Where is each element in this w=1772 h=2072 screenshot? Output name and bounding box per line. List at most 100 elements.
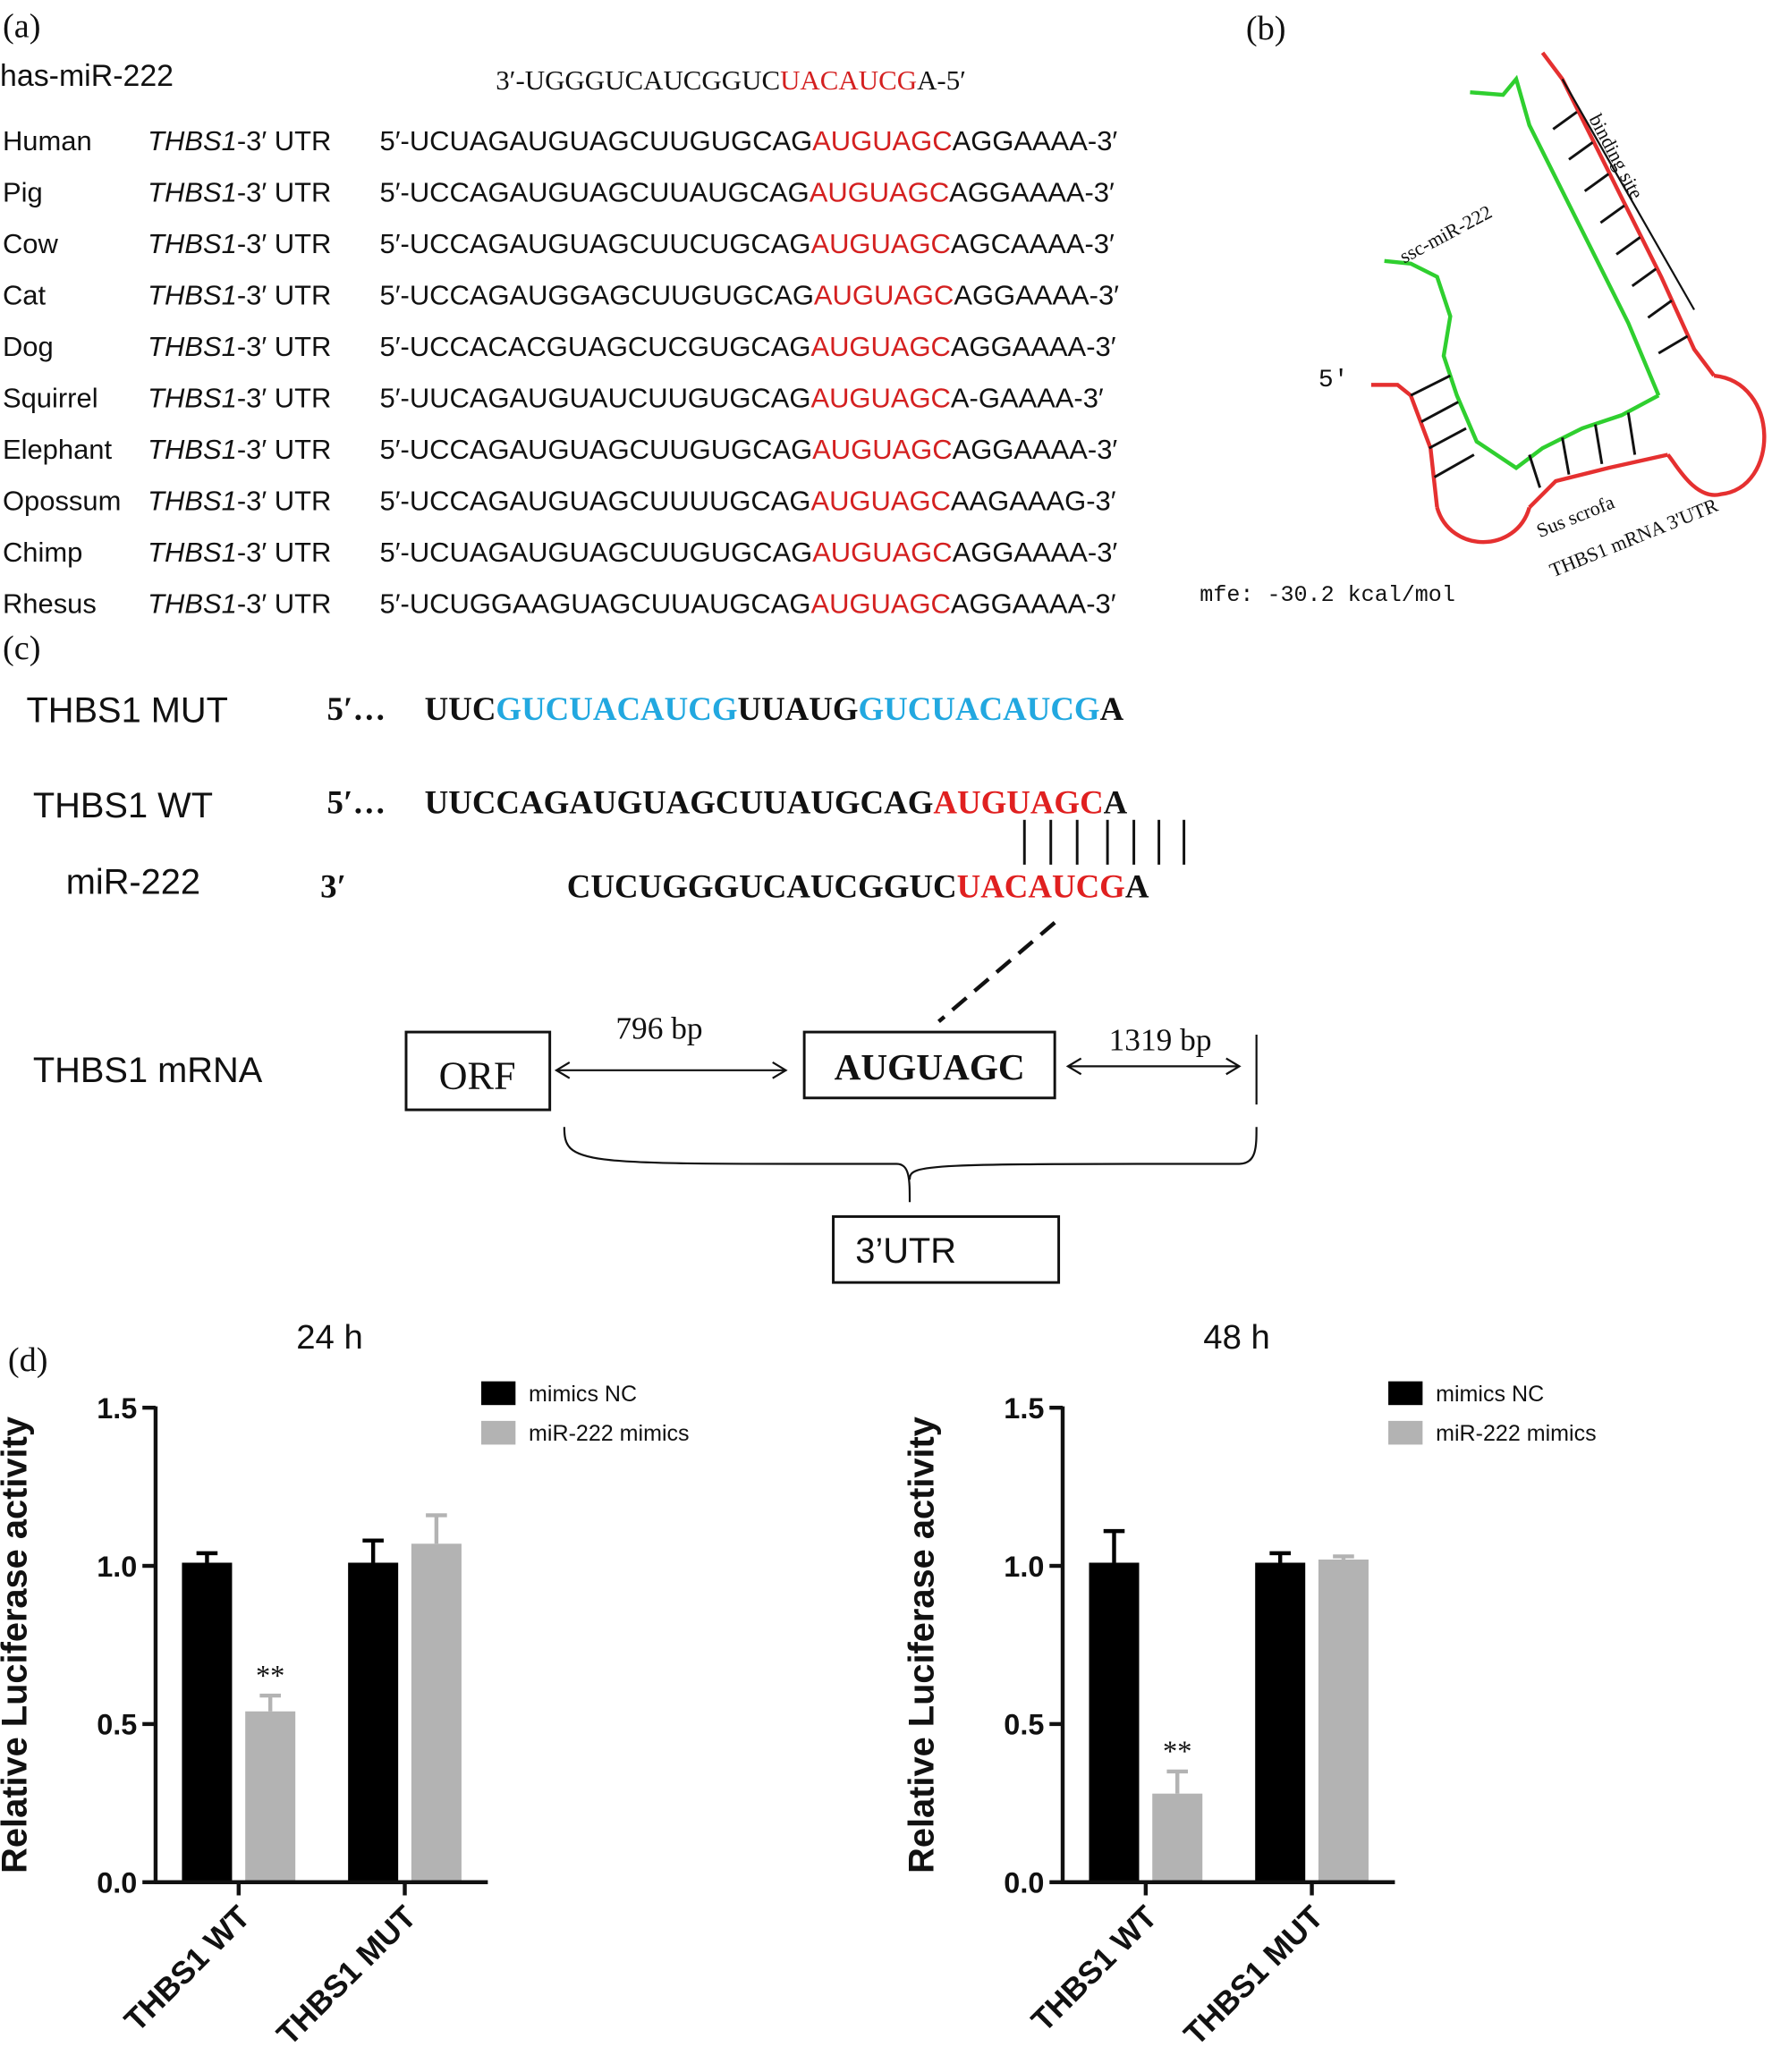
sequence-part: UUAUG [737, 690, 858, 727]
legend-swatch [1388, 1381, 1423, 1406]
y-tick-label: 0.0 [1004, 1867, 1044, 1899]
sequence-part: AGGAAAA-3′ [953, 537, 1118, 568]
sequence-part: 5′-UCUAGAUGUAGCUUGUGCAG [380, 537, 813, 568]
sequence: 5′-UCCAGAUGUAGCUUCUGCAGAUGUAGCAGCAAAA-3′ [380, 228, 1115, 259]
bar [348, 1562, 399, 1882]
y-tick-label: 1.5 [1004, 1392, 1044, 1425]
sequence-part: 5′-UCCACACGUAGCUCGUGCAG [380, 331, 811, 362]
gene-region: -3′ UTR [237, 331, 332, 362]
utr-box [832, 1214, 1061, 1284]
gene: THBS1-3′ UTR [148, 588, 331, 619]
sequence-part: 5′-UCCAGAUGUAGCUUGUGCAG [380, 434, 813, 465]
legend-swatch [1388, 1420, 1423, 1445]
species: Elephant [3, 434, 113, 465]
gene-name: THBS1 [148, 537, 237, 568]
gene: THBS1-3′ UTR [148, 485, 331, 516]
gene: THBS1-3′ UTR [148, 537, 331, 568]
significance: ** [1163, 1736, 1191, 1768]
species: Chimp [3, 537, 82, 568]
species: Pig [3, 177, 43, 208]
sequence-part: A [1125, 868, 1149, 905]
y-tick-label: 0.5 [97, 1709, 137, 1741]
legend-swatch [481, 1420, 516, 1445]
gene-name: THBS1 [148, 279, 237, 310]
sequence-part: 3′-UGGGUCAUCGGUC [496, 64, 780, 96]
panel-label: (c) [3, 630, 41, 667]
gene-name: THBS1 [148, 125, 237, 156]
species: Opossum [3, 485, 121, 516]
utr: 3’UTR [855, 1231, 956, 1271]
sequence-part: 5′-UCUAGAUGUAGCUUGUGCAG [380, 125, 813, 156]
distance: 796 bp [615, 1010, 702, 1045]
gene-name: THBS1 [148, 382, 237, 413]
sequence: CUCUGGGUCAUCGGUCUACAUCGA [567, 868, 1149, 905]
y-tick-label: 0.5 [1004, 1709, 1044, 1741]
sequence-part: AGGAAAA-3′ [951, 588, 1116, 619]
gene-region: -3′ UTR [237, 177, 332, 208]
annotation: 5′ [1318, 367, 1349, 394]
arrows [554, 1035, 1258, 1203]
distance: 1319 bp [1109, 1022, 1212, 1058]
panel-label: (d) [8, 1341, 48, 1379]
gene: THBS1-3′ UTR [148, 331, 331, 362]
bar [1089, 1562, 1140, 1882]
site-box [802, 1030, 1056, 1100]
species: Cow [3, 228, 59, 259]
x-tick-label: THBS1 MUT [270, 1899, 423, 2052]
sequence-part: AGGAAAA-3′ [953, 125, 1118, 156]
gene-region: -3′ UTR [237, 485, 332, 516]
sequence-part: 5′-UCCAGAUGUAGCUUAUGCAG [380, 177, 810, 208]
sequence: 5′-UCCAGAUGUAGCUUAUGCAGAUGUAGCAGGAAAA-3′ [380, 177, 1115, 208]
gene-region: -3′ UTR [237, 279, 332, 310]
construct-name: THBS1 WT [33, 786, 213, 825]
sequence-part: 5′-UUCAGAUGUAUCUUGUGCAG [380, 382, 811, 413]
sequence-part: AUGUAGC [810, 485, 950, 516]
gene-name: THBS1 [148, 588, 237, 619]
sequence-part: UACAUCG [780, 64, 917, 96]
sequence-part: GUCUACAUCG [496, 690, 737, 727]
rna-structure [1370, 51, 1767, 545]
y-axis-label: Relative Luciferase activity [903, 1417, 942, 1873]
sequence-part: AUGUAGC [812, 125, 952, 156]
legend-label: mimics NC [529, 1382, 637, 1407]
orf-box [404, 1030, 552, 1112]
sequence: UUCGUCUACAUCGUUAUGGUCUACAUCGA [425, 690, 1124, 727]
construct-name: miR-222 [66, 862, 200, 901]
strand-end: 5′… [327, 783, 386, 820]
gene-region: -3′ UTR [237, 228, 332, 259]
gene-name: THBS1 [148, 228, 237, 259]
sequence-part: GUCUACAUCG [859, 690, 1100, 727]
strand-end: 3′ [320, 868, 346, 905]
significance: ** [256, 1660, 284, 1692]
y-tick-label: 1.0 [97, 1551, 137, 1583]
sequence: 5′-UCCACACGUAGCUCGUGCAGAUGUAGCAGGAAAA-3′ [380, 331, 1116, 362]
sequence-part: AUGUAGC [812, 434, 952, 465]
x-tick-label: THBS1 MUT [1177, 1899, 1330, 2052]
sequence: 5′-UCUAGAUGUAGCUUGUGCAGAUGUAGCAGGAAAA-3′ [380, 125, 1118, 156]
site: AUGUAGC [835, 1046, 1025, 1087]
sequence: 5′-UCCAGAUGUAGCUUUUGCAGAUGUAGCAAGAAAG-3′ [380, 485, 1116, 516]
gene: THBS1-3′ UTR [148, 228, 331, 259]
bar [1152, 1793, 1203, 1882]
legend-label: miR-222 mimics [529, 1421, 690, 1446]
sequence-part: AUGUAGC [814, 279, 954, 310]
species: Dog [3, 331, 54, 362]
sequence-part: AGGAAAA-3′ [954, 279, 1119, 310]
sequence-part: AUGUAGC [810, 382, 950, 413]
sequence-part: CUCUGGGUCAUCGGUC [567, 868, 957, 905]
gene-name: THBS1 [148, 434, 237, 465]
bar [245, 1711, 296, 1882]
sequence-part: AGGAAAA-3′ [949, 177, 1115, 208]
sequence-part: AGGAAAA-3′ [953, 434, 1118, 465]
sequence-part: AUGUAGC [810, 331, 950, 362]
x-tick-label: THBS1 WT [1025, 1899, 1165, 2039]
legend-label: miR-222 mimics [1436, 1421, 1597, 1446]
sequence-part: 5′-UCCAGAUGGAGCUUGUGCAG [380, 279, 814, 310]
gene: THBS1-3′ UTR [148, 382, 331, 413]
gene: THBS1-3′ UTR [148, 434, 331, 465]
species: Squirrel [3, 382, 98, 413]
sequence-part: 5′-UCCAGAUGUAGCUUCUGCAG [380, 228, 811, 259]
species: Human [3, 125, 92, 156]
sequence-part: 5′-UCCAGAUGUAGCUUUUGCAG [380, 485, 811, 516]
